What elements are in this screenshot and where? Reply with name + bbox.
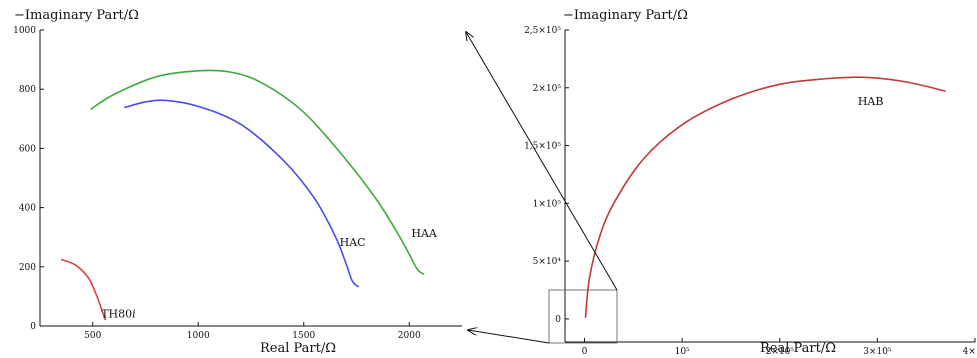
x-tick-label: 3×10⁵ — [863, 347, 892, 357]
x-tick-label: 500 — [84, 331, 101, 341]
y-tick-label: 800 — [19, 85, 36, 95]
y-tick-label: 0 — [30, 322, 36, 332]
chart-1: 500 1000 1500 2000 0 200 400 600 800 1000 −Imagina… — [13, 8, 462, 356]
y-tick-label: 2,5×10⁵ — [524, 26, 561, 36]
y-axis-title: −Imaginary Part/Ω — [563, 8, 688, 23]
y-tick-label: 400 — [19, 204, 36, 214]
x-tick-label: 4×10 — [963, 347, 977, 357]
zoom-box — [548, 289, 618, 344]
y-tick-label: 5×10⁴ — [533, 257, 562, 267]
x-axis-title: Real Part/Ω — [260, 341, 336, 356]
x-tick-label: 1500 — [292, 331, 315, 341]
x-tick-label: 2000 — [398, 331, 421, 341]
series-label-haa: HAA — [411, 227, 438, 240]
y-tick-label: 2×10⁵ — [533, 84, 562, 94]
y-tick-label: 0 — [555, 315, 561, 325]
y-axis-title: −Imaginary Part/Ω — [14, 8, 139, 23]
chart-2: 0 10⁵ 2×10⁵ 3×10⁵ 4×10 0 5×10⁴ 1×10⁵ 1,5×10⁵ 2×10… — [524, 8, 977, 357]
x-axis-title: Real Part/Ω — [760, 341, 836, 356]
y-tick-label: 1,5×10⁵ — [524, 142, 561, 152]
y-tick-label: 600 — [19, 144, 36, 154]
x-tick-label: 2×10⁵ — [766, 347, 795, 357]
series-haa-line — [90, 69, 425, 275]
x-tick-label: 10⁵ — [675, 347, 690, 357]
x-tick-label: 0 — [582, 347, 588, 357]
x-tick-label: 1000 — [187, 331, 210, 341]
series-label-hac: HAC — [340, 236, 366, 249]
series-th80-line — [60, 258, 107, 321]
series-hab-line — [584, 76, 946, 318]
series-label-hab: HAB — [858, 95, 884, 108]
y-tick-label: 1000 — [13, 26, 36, 36]
series-hac-line — [124, 99, 360, 288]
zoom-arrow-bottom — [468, 330, 550, 344]
y-tick-label: 1×10⁵ — [533, 199, 562, 209]
zoom-arrow-top — [466, 32, 618, 291]
y-tick-label: 200 — [19, 263, 36, 273]
series-label-th80: TH80i — [101, 308, 135, 321]
